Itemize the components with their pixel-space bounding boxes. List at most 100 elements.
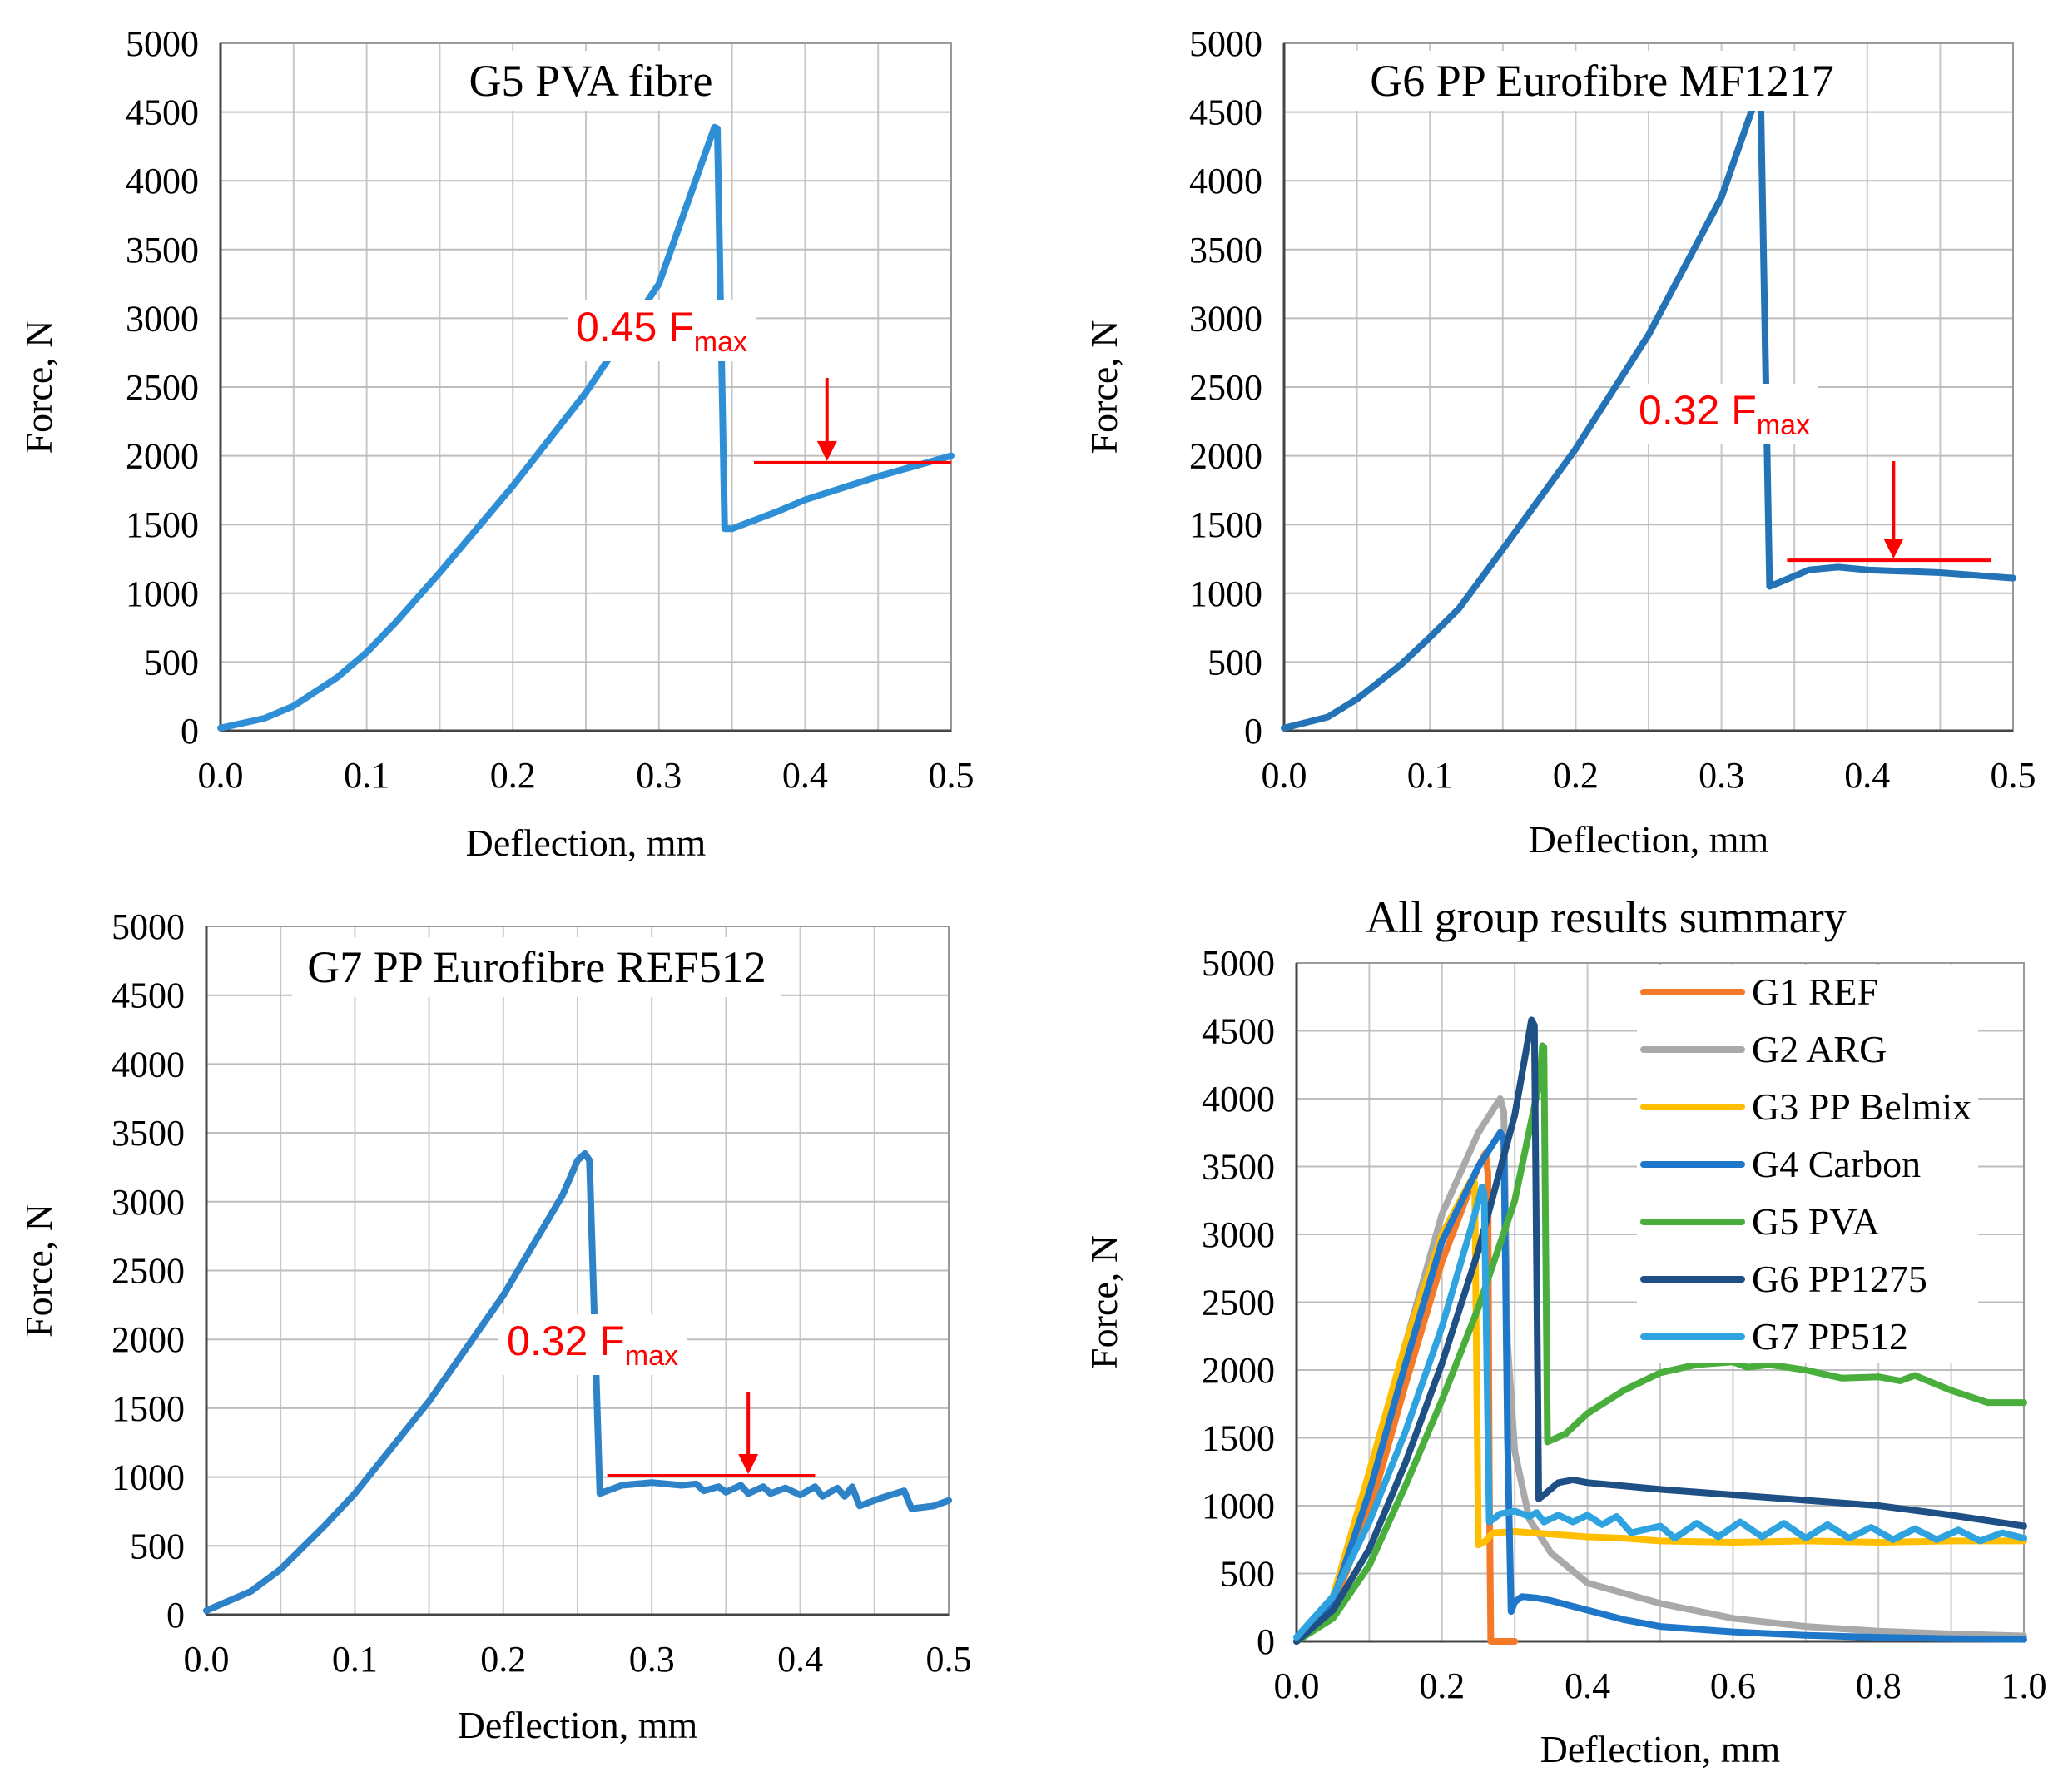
chart-title-background [454, 51, 728, 111]
legend-label: G6 PP1275 [1752, 1258, 1927, 1300]
x-tick-label: 0.0 [198, 755, 244, 796]
x-axis-label: Deflection, mm [458, 1704, 698, 1746]
x-tick-label: 0.2 [1419, 1665, 1465, 1706]
chart-1: 0 500 1000 1500 2000 2500 3000 3500 4000 4500 5000… [17, 23, 974, 864]
threshold-label-main: 0.45 F [576, 304, 694, 350]
x-tick-label: 0.4 [1844, 755, 1890, 796]
x-tick-label: 0.1 [332, 1639, 378, 1680]
threshold-label-subscript: max [1757, 410, 1810, 441]
x-tick-label: 0.0 [1274, 1665, 1320, 1706]
x-tick-label: 0.2 [480, 1639, 526, 1680]
x-tick-label: 1.0 [2001, 1665, 2047, 1706]
y-tick-label: 2000 [126, 436, 199, 477]
chart-3: 0 500 1000 1500 2000 2500 3000 3500 4000 4500 5000… [17, 906, 972, 1746]
x-tick-label: 0.1 [344, 755, 389, 796]
threshold-label: 0.32 Fmax [507, 1318, 678, 1372]
y-tick-label: 500 [1208, 642, 1262, 683]
x-tick-label: 0.8 [1856, 1665, 1902, 1706]
y-tick-label: 5000 [1202, 943, 1275, 984]
y-tick-label: 1500 [1202, 1418, 1275, 1459]
y-tick-label: 5000 [126, 23, 199, 64]
y-tick-label: 0 [166, 1595, 185, 1636]
threshold-arrow-head [1883, 539, 1904, 559]
y-tick-label: 4500 [126, 92, 199, 133]
series-line-g3-pp-belmix [1293, 1176, 2027, 1645]
threshold-label-subscript: max [694, 326, 747, 358]
threshold-arrow-head [816, 440, 837, 461]
x-axis-label: Deflection, mm [1529, 818, 1769, 861]
chart-title: All group results summary [1366, 892, 1846, 942]
series-line-g7-pp512 [1293, 1183, 2027, 1641]
series-line-g6-pp-eurofibre-mf1217 [1281, 97, 2016, 732]
x-tick-label: 0.6 [1710, 1665, 1756, 1706]
x-tick-label: 0.3 [629, 1639, 675, 1680]
y-tick-label: 2000 [1189, 436, 1262, 477]
y-tick-label: 4000 [112, 1044, 185, 1085]
y-axis-label: Force, N [1083, 320, 1125, 454]
legend-label: G3 PP Belmix [1752, 1085, 1971, 1128]
threshold-label: 0.45 Fmax [576, 304, 747, 358]
series-line-g4-carbon [1293, 1129, 2027, 1645]
y-tick-label: 1000 [1189, 573, 1262, 614]
y-tick-label: 2500 [1189, 367, 1262, 408]
x-axis-label: Deflection, mm [1540, 1728, 1781, 1770]
y-tick-label: 0 [181, 711, 199, 752]
y-tick-label: 2500 [1202, 1283, 1275, 1323]
legend-label: G7 PP512 [1752, 1315, 1908, 1358]
y-tick-label: 3000 [112, 1182, 185, 1223]
threshold-label-background [498, 1314, 687, 1375]
legend: G1 REF G2 ARG G3 PP Belmix G4 Carbon G5 PVA G… [1637, 965, 1979, 1363]
y-tick-label: 2500 [126, 367, 199, 408]
y-tick-label: 5000 [1189, 23, 1262, 64]
threshold-label-background [1630, 384, 1818, 444]
threshold-label-background [568, 300, 756, 361]
y-tick-label: 1500 [1189, 504, 1262, 545]
threshold-label-main: 0.32 F [1639, 387, 1757, 434]
legend-label: G4 Carbon [1752, 1143, 1921, 1185]
x-tick-label: 0.4 [782, 755, 828, 796]
y-tick-label: 2000 [112, 1319, 185, 1360]
y-tick-label: 500 [1220, 1554, 1275, 1595]
y-axis-label: Force, N [17, 1204, 60, 1338]
legend-label: G2 ARG [1752, 1028, 1887, 1070]
y-tick-label: 0 [1244, 711, 1262, 752]
x-axis-label: Deflection, mm [466, 822, 707, 864]
chart-2: 0 500 1000 1500 2000 2500 3000 3500 4000 4500 5000… [1083, 23, 2036, 861]
chart-title-background [1355, 51, 1849, 111]
threshold-label-main: 0.32 F [507, 1318, 625, 1364]
y-tick-label: 1500 [126, 504, 199, 545]
y-tick-label: 2000 [1202, 1350, 1275, 1391]
threshold-label: 0.32 Fmax [1639, 387, 1810, 441]
y-tick-label: 1000 [126, 573, 199, 614]
y-tick-label: 3500 [1202, 1147, 1275, 1188]
y-tick-label: 2500 [112, 1251, 185, 1292]
y-axis-label: Force, N [1083, 1235, 1125, 1369]
legend-label: G5 PVA [1752, 1200, 1880, 1243]
y-tick-label: 500 [144, 642, 199, 683]
x-tick-label: 0.0 [1262, 755, 1307, 796]
chart-4: 0 500 1000 1500 2000 2500 3000 3500 4000 4500 5000… [1083, 892, 2047, 1770]
x-tick-label: 0.2 [490, 755, 536, 796]
x-tick-label: 0.3 [636, 755, 682, 796]
y-tick-label: 3500 [112, 1113, 185, 1154]
x-tick-label: 0.3 [1699, 755, 1744, 796]
y-tick-label: 0 [1257, 1621, 1275, 1662]
x-tick-label: 0.5 [1991, 755, 2036, 796]
chart-title: G7 PP Eurofibre REF512 [307, 942, 766, 992]
series-line-g5-pva [1293, 1042, 2027, 1645]
y-tick-label: 3500 [126, 230, 199, 271]
y-axis-label: Force, N [17, 320, 60, 454]
y-tick-label: 5000 [112, 906, 185, 947]
y-tick-label: 4000 [126, 161, 199, 201]
series-line-g6-pp1275 [1293, 1016, 2027, 1645]
y-tick-label: 3000 [1202, 1214, 1275, 1255]
legend-label: G1 REF [1752, 970, 1878, 1013]
series-line-g7-pp-eurofibre-ref512 [203, 1149, 952, 1614]
y-tick-label: 4500 [1202, 1011, 1275, 1052]
y-tick-label: 3000 [126, 298, 199, 339]
y-tick-label: 4000 [1202, 1079, 1275, 1119]
x-tick-label: 0.4 [1565, 1665, 1610, 1706]
chart-title-background [292, 937, 781, 997]
x-tick-label: 0.1 [1407, 755, 1453, 796]
y-tick-label: 3500 [1189, 230, 1262, 271]
